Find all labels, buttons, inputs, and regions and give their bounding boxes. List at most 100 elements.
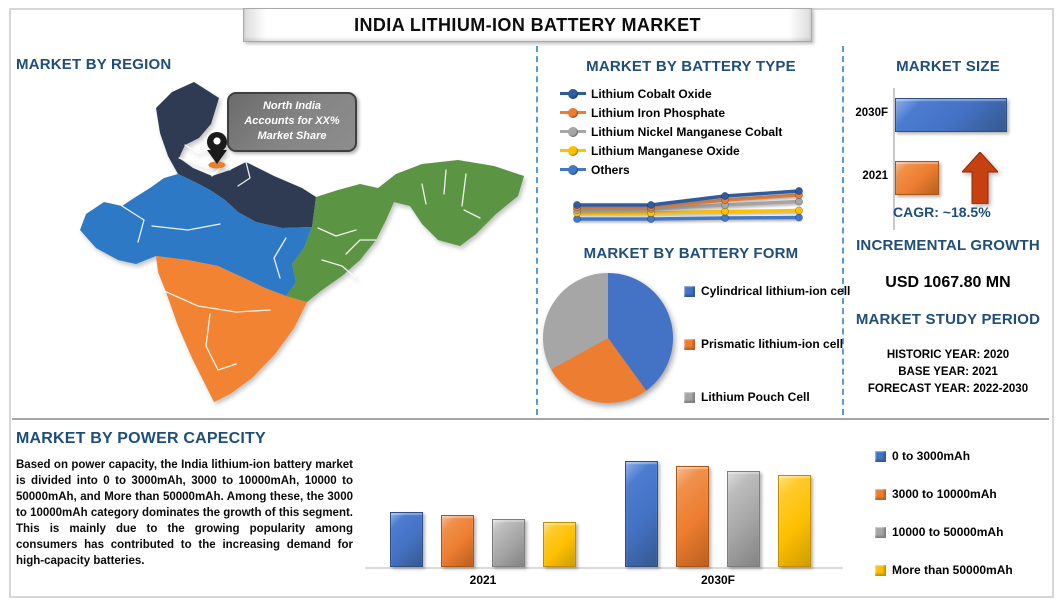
map-region-north [156, 82, 316, 228]
legend-item-lithium-cobalt-oxide: Lithium Cobalt Oxide [560, 84, 782, 103]
legend-label: 3000 to 10000mAh [892, 487, 997, 501]
line-marker-dot-icon [568, 88, 578, 99]
size-bar-label-2021: 2021 [862, 170, 888, 182]
line-point-lithium-manganese-oxide [721, 207, 729, 216]
bar-group-bars [390, 438, 576, 567]
legend-label: Others [591, 162, 630, 177]
legend-item-0-to-3000mah: 0 to 3000mAh [875, 449, 1013, 463]
line-marker-icon [560, 126, 586, 137]
line-marker-dot-icon [568, 145, 578, 156]
power-capacity-legend: 0 to 3000mAh 3000 to 10000mAh 10000 to 500… [875, 449, 1013, 577]
study-period-lines: HISTORIC YEAR: 2020 BASE YEAR: 2021 FORE… [848, 347, 1048, 398]
growth-arrow-icon [962, 152, 998, 204]
legend-swatch-icon [684, 391, 695, 403]
legend-label: Lithium Pouch Cell [701, 390, 810, 404]
battery-form-pie-chart [543, 273, 673, 403]
bar-group-2021: 2021 [390, 438, 576, 587]
line-series-lithium-cobalt-oxide [575, 189, 801, 207]
line-point-lithium-cobalt-oxide [795, 187, 803, 195]
divider-dashed-left [536, 46, 538, 415]
line-marker-dot-icon [568, 126, 578, 137]
pie-slice-cylindrical-lithium-ion-cell [608, 273, 673, 391]
legend-label: More than 50000mAh [892, 563, 1013, 577]
power-chart-baseline [365, 567, 843, 569]
bar-more-than-50000mah-2030f [778, 475, 811, 567]
legend-label: 10000 to 50000mAh [892, 525, 1004, 539]
market-size-heading: MARKET SIZE [896, 58, 1000, 75]
legend-swatch-icon [875, 526, 886, 538]
line-marker-icon [560, 164, 586, 175]
legend-item-3000-to-10000mah: 3000 to 10000mAh [875, 487, 1013, 501]
callout-line-3: Market Share [257, 130, 327, 142]
bar-10000-to-50000mah-2030f [727, 471, 760, 567]
battery-type-line-chart [573, 187, 803, 223]
line-point-lithium-nickel-manganese-cobalt [795, 197, 803, 206]
size-chart-axis [893, 88, 895, 230]
legend-swatch-icon [875, 450, 886, 462]
bar-group-label: 2021 [469, 573, 497, 587]
line-series-lithium-manganese-oxide [575, 208, 801, 215]
power-capacity-paragraph: Based on power capacity, the India lithi… [16, 459, 353, 567]
bar-group-label: 2030F [700, 573, 736, 587]
legend-label: Lithium Iron Phosphate [591, 105, 725, 120]
legend-item-10000-to-50000mah: 10000 to 50000mAh [875, 525, 1013, 539]
legend-swatch-icon [875, 488, 886, 500]
line-point-others [721, 214, 729, 222]
bar-3000-to-10000mah-2021 [441, 515, 474, 567]
legend-label: Prismatic lithium-ion cell [701, 337, 844, 351]
map-region-south [156, 256, 307, 402]
cagr-label: CAGR: ~18.5% [893, 204, 991, 220]
line-marker-icon [560, 145, 586, 156]
power-capacity-heading: MARKET BY POWER CAPECITY [16, 430, 266, 447]
size-bar-2030f [895, 98, 1007, 132]
legend-label: 0 to 3000mAh [892, 449, 971, 463]
base-year: BASE YEAR: 2021 [898, 366, 998, 378]
incremental-growth-heading: INCREMENTAL GROWTH [856, 237, 1040, 254]
divider-dashed-right [842, 46, 844, 415]
battery-type-heading: MARKET BY BATTERY TYPE [586, 58, 796, 75]
bar-more-than-50000mah-2021 [543, 522, 576, 567]
region-heading: MARKET BY REGION [16, 56, 172, 73]
pie-slice-lithium-pouch-cell [543, 273, 608, 370]
legend-swatch-icon [875, 564, 886, 576]
bar-group-2030f: 2030F [625, 438, 811, 587]
legend-label: Lithium Nickel Manganese Cobalt [591, 124, 783, 139]
legend-item-lithium-pouch-cell: Lithium Pouch Cell [684, 390, 850, 404]
divider-horizontal [12, 418, 1049, 420]
bar-group-bars [625, 438, 811, 567]
bar-0-to-3000mah-2021 [390, 512, 423, 567]
page-title: INDIA LITHIUM-ION BATTERY MARKET [243, 8, 812, 42]
map-region-west [80, 174, 312, 296]
legend-item-more-than-50000mah: More than 50000mAh [875, 563, 1013, 577]
region-callout: North India Accounts for XX% Market Shar… [227, 92, 357, 152]
state-borders [121, 144, 481, 371]
battery-form-heading: MARKET BY BATTERY FORM [583, 245, 799, 262]
legend-item-lithium-manganese-oxide: Lithium Manganese Oxide [560, 141, 782, 160]
legend-item-lithium-nickel-manganese-cobalt: Lithium Nickel Manganese Cobalt [560, 122, 782, 141]
map-pin-icon [207, 132, 227, 169]
market-size-bar-chart: 2030F 2021 [850, 88, 1046, 230]
bar-3000-to-10000mah-2030f [676, 466, 709, 567]
line-series-lithium-iron-phosphate [575, 193, 801, 210]
callout-line-1: North India [262, 100, 322, 112]
line-marker-dot-icon [568, 107, 578, 118]
line-marker-icon [560, 107, 586, 118]
legend-item-others: Others [560, 160, 782, 179]
power-capacity-bar-chart: 2021 2030F [365, 438, 850, 593]
map-region-east [286, 160, 524, 302]
legend-swatch-icon [684, 285, 695, 297]
legend-swatch-icon [684, 338, 695, 350]
incremental-growth-value: USD 1067.80 MN [885, 274, 1011, 291]
forecast-year: FORECAST YEAR: 2022-2030 [867, 383, 1029, 395]
line-point-others [795, 213, 803, 222]
line-point-lithium-manganese-oxide [795, 206, 803, 215]
battery-form-legend: Cylindrical lithium-ion cell Prismatic li… [684, 284, 850, 404]
battery-type-legend: Lithium Cobalt Oxide Lithium Iron Phospha… [560, 84, 782, 179]
size-bar-label-2030f: 2030F [855, 107, 888, 119]
pie-slice-prismatic-lithium-ion-cell [551, 338, 647, 403]
size-bar-2021 [895, 161, 939, 195]
line-series-lithium-nickel-manganese-cobalt [575, 199, 801, 212]
callout-line-2: Accounts for XX% [244, 115, 340, 127]
bar-0-to-3000mah-2030f [625, 461, 658, 567]
legend-label: Lithium Manganese Oxide [591, 143, 740, 158]
